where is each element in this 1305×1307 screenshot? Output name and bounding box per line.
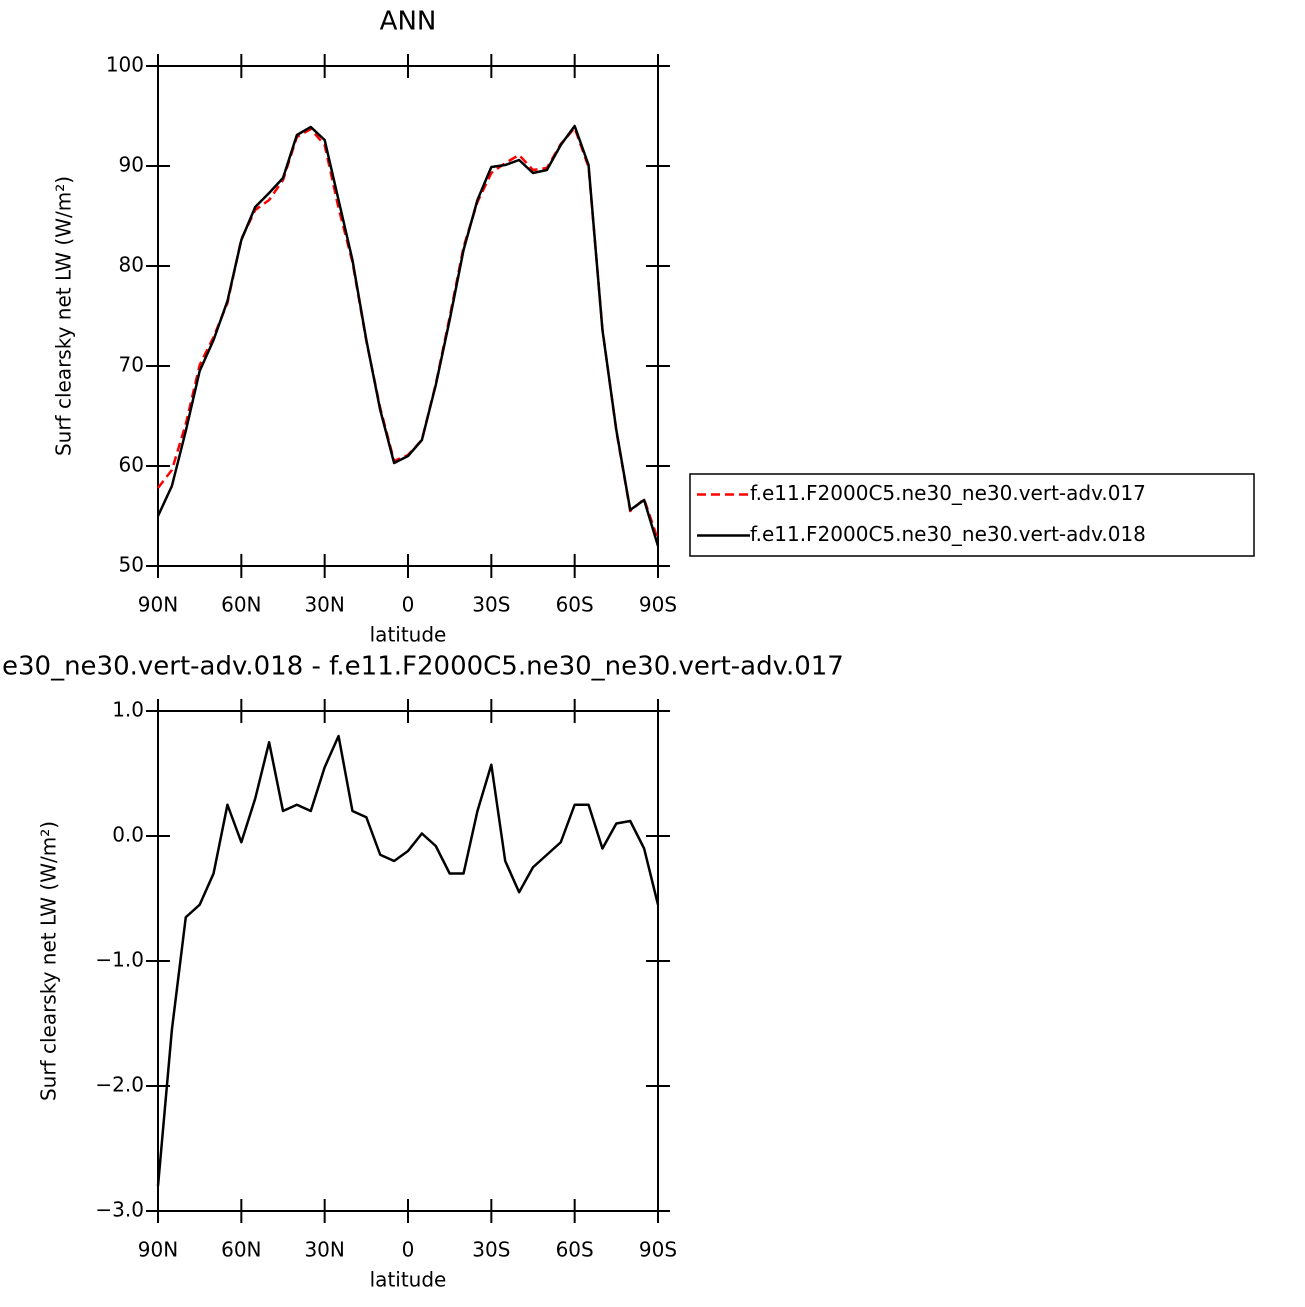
y-tick-label: 80 (119, 253, 144, 277)
data-line (157, 126, 660, 541)
data-line (156, 124, 660, 547)
y-tick-label: 90 (119, 153, 144, 177)
x-tick-label: 90S (639, 1238, 677, 1262)
x-tick-label: 90S (639, 593, 677, 617)
x-axis-label: latitude (370, 623, 447, 647)
y-tick-label: −3.0 (95, 1198, 144, 1222)
chart-title: ANN (380, 7, 437, 37)
x-tick-label: 30S (472, 1238, 510, 1262)
x-tick-label: 90N (138, 593, 178, 617)
y-axis-label: Surf clearsky net LW (W/m²) (52, 176, 76, 456)
x-tick-label: 30N (304, 1238, 344, 1262)
x-tick-label: 90N (138, 1238, 178, 1262)
x-tick-label: 30S (472, 593, 510, 617)
x-axis-label: latitude (370, 1268, 447, 1292)
x-tick-label: 0 (402, 593, 415, 617)
y-tick-label: −2.0 (95, 1073, 144, 1097)
y-tick-label: 50 (119, 553, 144, 577)
y-tick-label: 1.0 (112, 698, 144, 722)
y-tick-label: −1.0 (95, 948, 144, 972)
chart-title: e30_ne30.vert-adv.018 - f.e11.F2000C5.ne… (2, 652, 844, 682)
y-tick-label: 0.0 (112, 823, 144, 847)
y-tick-label: 60 (119, 453, 144, 477)
legend-box (689, 473, 1255, 557)
plot-frame (157, 65, 659, 567)
x-tick-label: 0 (402, 1238, 415, 1262)
x-tick-label: 60S (556, 1238, 594, 1262)
y-tick-label: 70 (119, 353, 144, 377)
plot-frame (157, 710, 659, 1212)
y-tick-label: 100 (106, 53, 144, 77)
legend-label: f.e11.F2000C5.ne30_ne30.vert-adv.018 (750, 522, 1146, 546)
x-tick-label: 60S (556, 593, 594, 617)
x-tick-label: 30N (304, 593, 344, 617)
x-tick-label: 60N (221, 1238, 261, 1262)
legend-label: f.e11.F2000C5.ne30_ne30.vert-adv.017 (750, 481, 1146, 505)
data-line (156, 734, 660, 1187)
y-axis-label: Surf clearsky net LW (W/m²) (37, 821, 61, 1101)
x-tick-label: 60N (221, 593, 261, 617)
